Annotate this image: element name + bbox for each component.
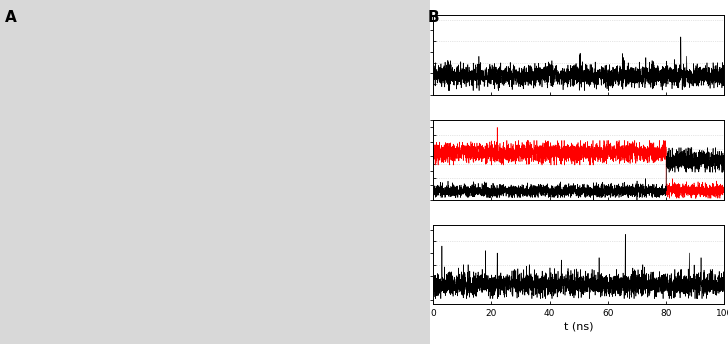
Y-axis label: RMSD (Å): RMSD (Å) <box>408 32 420 78</box>
Y-axis label: RMSD (Å): RMSD (Å) <box>408 241 420 288</box>
X-axis label: t (ns): t (ns) <box>564 321 593 331</box>
Text: B: B <box>427 10 439 25</box>
Y-axis label: RMSD (Å): RMSD (Å) <box>408 137 420 183</box>
Text: A: A <box>5 10 17 25</box>
